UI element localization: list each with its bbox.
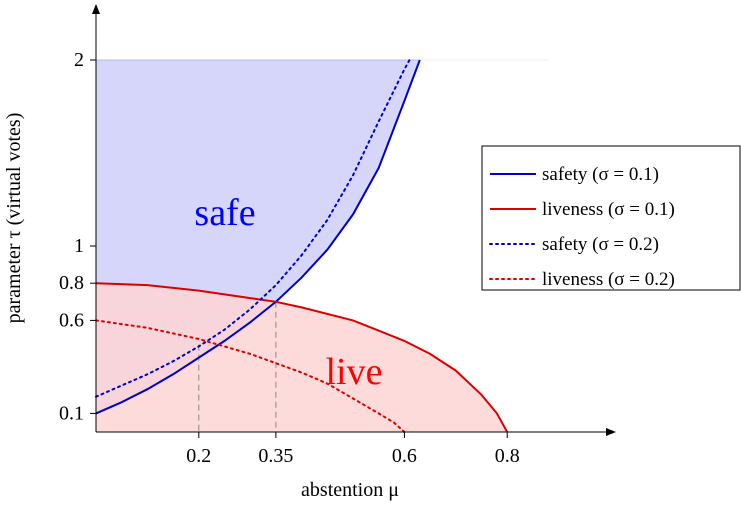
x-axis-title: abstention μ	[301, 479, 399, 501]
ticks: 0.2 0.35 0.6 0.8 0.1 0.6 0.8 1 2	[59, 49, 520, 467]
x-tick-label-1: 0.35	[258, 445, 293, 467]
y-axis-title: parameter τ (virtual votes)	[3, 113, 25, 324]
series-line-1	[95, 282, 509, 433]
region-label-live: live	[326, 351, 383, 393]
axes	[92, 4, 616, 436]
series-line-2	[95, 59, 411, 398]
x-tick-label-2: 0.6	[392, 445, 417, 467]
legend-box	[481, 145, 741, 291]
x-tick-label-3: 0.8	[495, 445, 520, 467]
x-axis-arrow	[606, 428, 616, 436]
legend: safety (σ = 0.1) liveness (σ = 0.1) safety…	[481, 145, 741, 291]
y-axis-arrow	[92, 4, 100, 14]
legend-entries: safety (σ = 0.1) liveness (σ = 0.1) safety…	[489, 164, 675, 290]
y-tick-label-0: 0.1	[59, 402, 84, 424]
y-tick-label-4: 2	[74, 49, 84, 71]
intersection-guides	[198, 301, 277, 432]
y-tick-label-2: 0.8	[59, 272, 84, 294]
legend-label-1: liveness (σ = 0.1)	[542, 199, 675, 220]
y-tick-label-1: 0.6	[59, 309, 84, 331]
series-layer	[95, 59, 509, 433]
series-line-3	[95, 319, 406, 433]
legend-label-3: liveness (σ = 0.2)	[542, 269, 675, 290]
legend-label-2: safety (σ = 0.2)	[542, 234, 659, 255]
legend-label-0: safety (σ = 0.1)	[542, 164, 659, 185]
live-region	[96, 283, 508, 432]
x-tick-label-0: 0.2	[186, 445, 211, 467]
region-label-safe: safe	[194, 192, 255, 234]
series-line-0	[95, 59, 421, 415]
y-tick-label-3: 1	[74, 235, 84, 257]
region-shading	[96, 59, 549, 432]
